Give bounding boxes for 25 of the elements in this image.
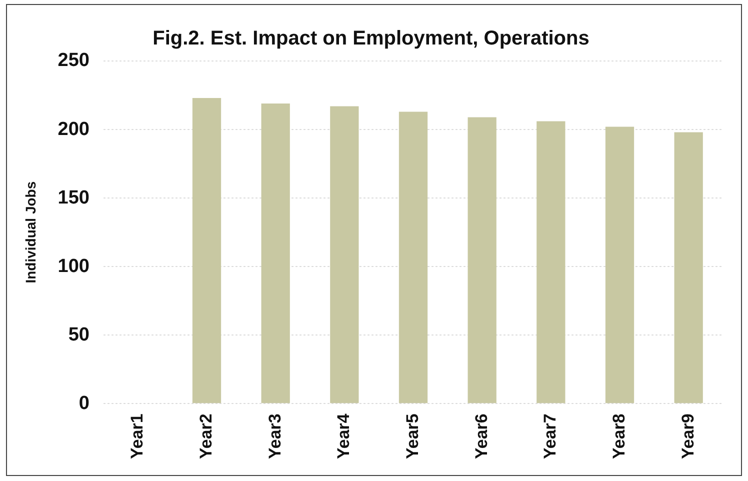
y-tick-label: 0 — [78, 392, 90, 414]
x-tick-label: Year1 — [128, 414, 147, 460]
x-tick-label: Year3 — [265, 414, 284, 460]
x-tick-label: Year8 — [609, 414, 628, 460]
bar — [468, 117, 496, 404]
bar — [536, 121, 566, 404]
y-tick-label: 150 — [58, 187, 90, 208]
bar — [398, 112, 428, 404]
x-tick-label: Year7 — [540, 414, 560, 460]
chart-title: Fig.2. Est. Impact on Employment, Operations — [152, 28, 590, 50]
x-tick-label: Year4 — [334, 413, 354, 460]
y-tick-label: 250 — [58, 50, 90, 72]
y-tick-label: 50 — [68, 324, 90, 346]
bar — [330, 106, 359, 404]
x-tick-label: Year6 — [472, 414, 491, 460]
y-tick-label: 200 — [58, 118, 90, 140]
y-axis-title: Individual Jobs — [22, 181, 38, 284]
x-tick-label: Year5 — [402, 414, 422, 460]
x-tick-label: Year9 — [678, 414, 698, 460]
bar — [674, 132, 703, 404]
x-tick-label: Year2 — [196, 414, 216, 460]
bar — [261, 103, 290, 404]
bar — [605, 126, 634, 404]
y-tick-label: 100 — [58, 256, 90, 277]
bar — [192, 98, 222, 404]
